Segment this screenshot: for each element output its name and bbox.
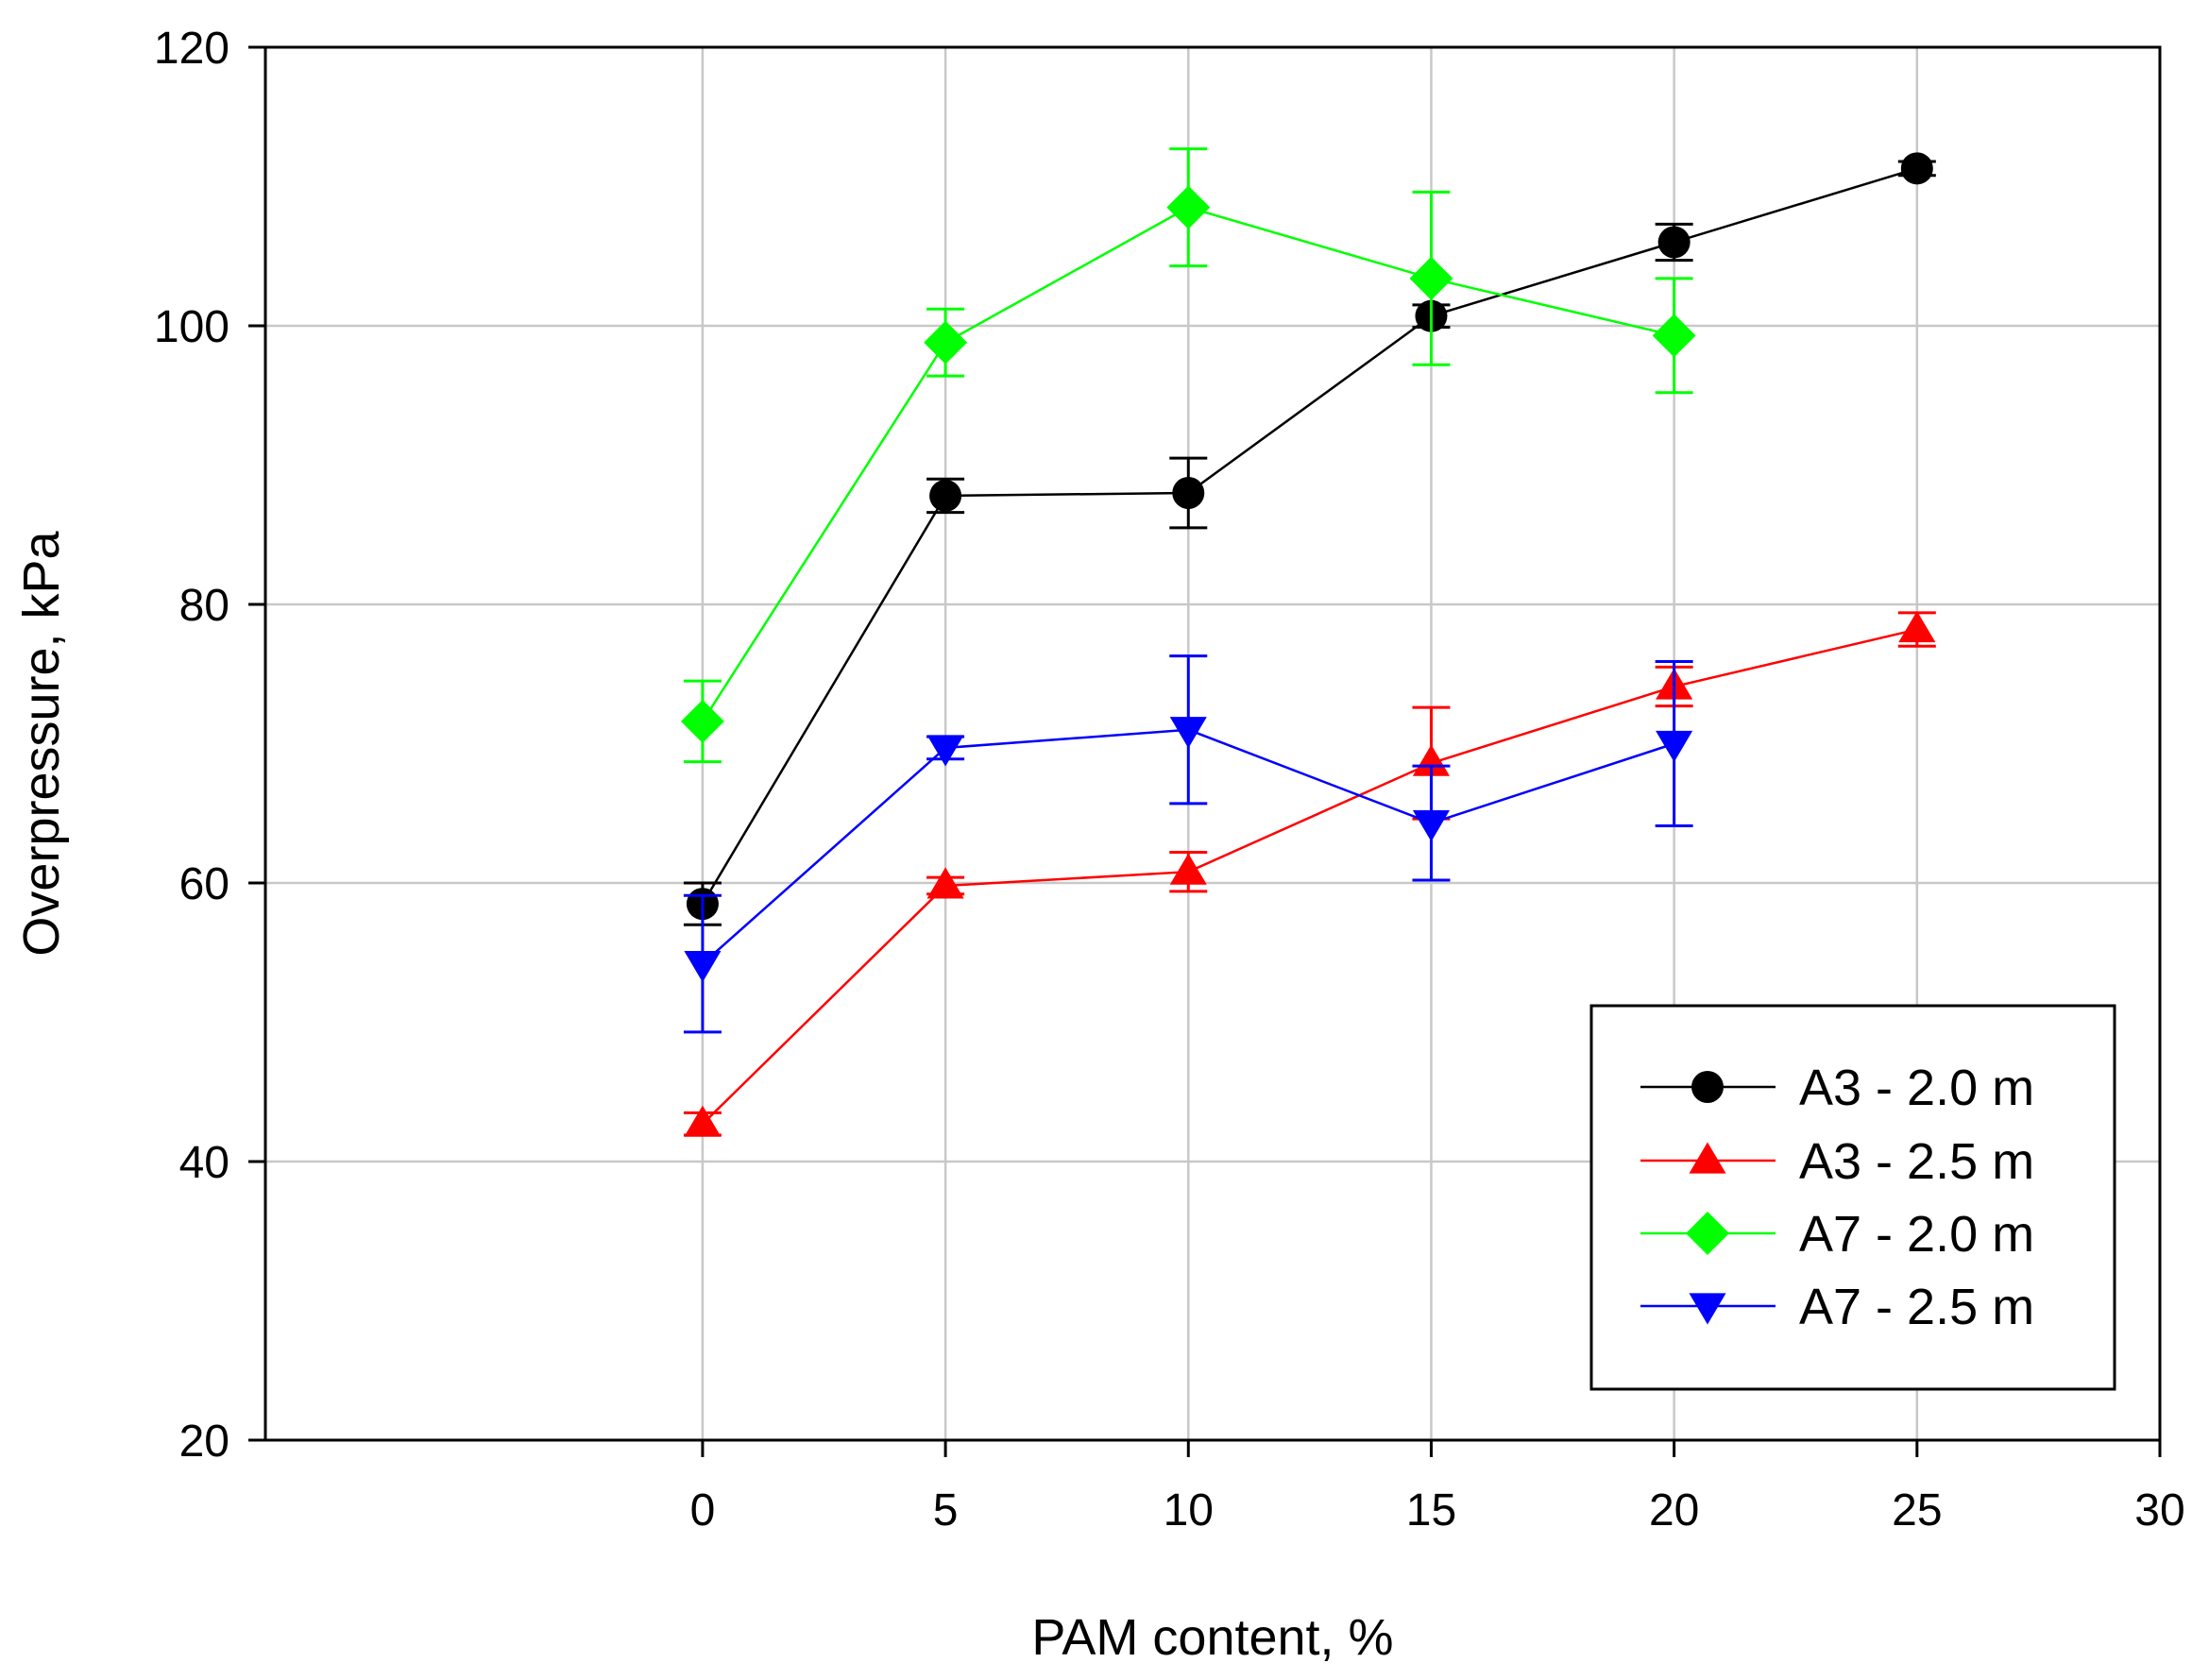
data-point (929, 479, 962, 512)
legend-box (1589, 1004, 2116, 1391)
legend-marker (1686, 1212, 1729, 1255)
legend-entry: A7 - 2.0 m (1640, 1206, 2034, 1263)
data-point (680, 699, 724, 743)
y-tick-label: 80 (179, 581, 229, 631)
legend-label: A3 - 2.5 m (1799, 1133, 2034, 1190)
y-tick-label: 100 (154, 302, 229, 352)
axis-ticks: 0 5 10 15 20 25 30 20 40 60 80 100 120 (154, 24, 2185, 1536)
series-line (701, 167, 1918, 905)
legend-entry: A3 - 2.0 m (1640, 1060, 2034, 1116)
legend-entry: A7 - 2.5 m (1640, 1279, 2034, 1335)
x-tick-label: 10 (1164, 1485, 1214, 1536)
data-point (684, 1105, 722, 1137)
data-point (1412, 809, 1451, 842)
data-point (1172, 477, 1205, 509)
y-axis-title: Overpressure, kPa (13, 530, 70, 956)
data-point (1657, 226, 1691, 259)
series-a7-2-5-m (683, 654, 1693, 1034)
data-point (924, 320, 968, 365)
data-point (1656, 730, 1693, 763)
data-point (1169, 717, 1207, 749)
x-tick-label: 30 (2134, 1485, 2184, 1536)
legend-label: A7 - 2.0 m (1799, 1206, 2034, 1263)
x-tick-label: 0 (690, 1485, 716, 1536)
data-point (1412, 744, 1451, 776)
data-point (1652, 314, 1696, 358)
legend-label: A7 - 2.5 m (1799, 1279, 2034, 1335)
y-tick-label: 60 (179, 859, 229, 909)
data-point (926, 735, 964, 767)
x-tick-label: 25 (1892, 1485, 1942, 1536)
x-tick-label: 20 (1649, 1485, 1699, 1536)
y-tick-label: 20 (179, 1417, 229, 1467)
data-point (1898, 611, 1936, 643)
y-tick-label: 120 (154, 24, 229, 74)
x-tick-label: 15 (1406, 1485, 1456, 1536)
data-point (684, 950, 722, 983)
data-point (1169, 853, 1207, 885)
data-point (1409, 256, 1453, 300)
x-tick-label: 5 (933, 1485, 959, 1536)
data-point (926, 867, 964, 899)
legend-entry: A3 - 2.5 m (1640, 1133, 2034, 1190)
y-tick-label: 40 (179, 1138, 229, 1188)
legend: A3 - 2.0 m A3 - 2.5 m A7 - 2.0 m A7 - 2.5 m (1589, 1004, 2116, 1391)
data-point (1900, 152, 1933, 185)
series-a7-2-0-m (680, 147, 1696, 764)
legend-label: A3 - 2.0 m (1799, 1060, 2034, 1116)
x-axis-title: PAM content, % (1031, 1609, 1393, 1666)
data-point (1166, 185, 1211, 229)
series-line (702, 628, 1918, 1126)
series-a3-2-5-m (683, 611, 1936, 1137)
legend-marker (1689, 1293, 1726, 1325)
legend-marker (1691, 1071, 1724, 1103)
series-a3-2-0-m (683, 152, 1936, 926)
series-group (680, 147, 1936, 1137)
legend-marker (1689, 1142, 1726, 1174)
plot-frame (263, 45, 2162, 1442)
